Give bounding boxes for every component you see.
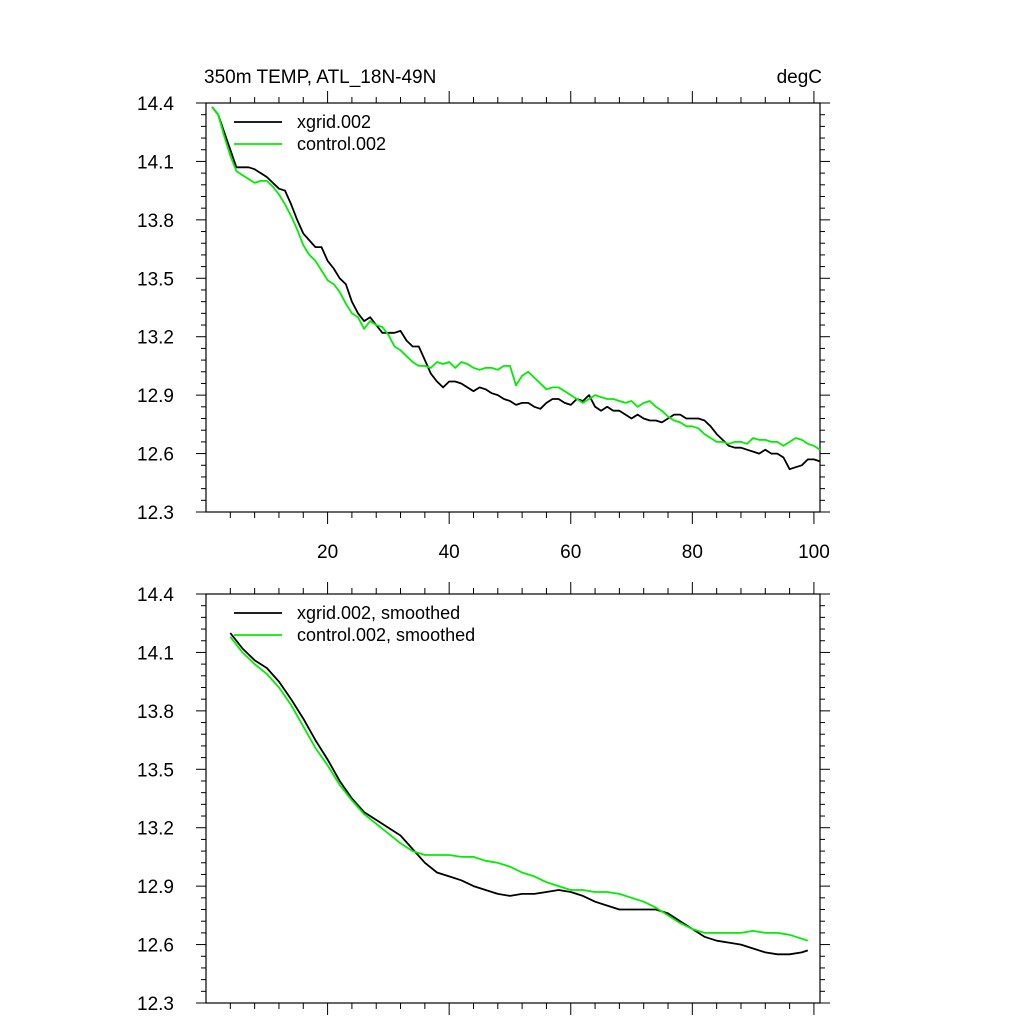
y-tick-label: 14.4 xyxy=(137,585,174,606)
x-tick-label: 100 xyxy=(798,542,830,563)
y-tick-label: 13.5 xyxy=(137,269,174,290)
y-tick-label: 12.3 xyxy=(137,503,174,524)
x-tick-label: 40 xyxy=(439,542,460,563)
plot-frame xyxy=(205,593,821,1004)
y-tick-label: 14.1 xyxy=(137,643,174,664)
legend-label-2: control.002, smoothed xyxy=(297,625,475,645)
y-tick-label: 12.6 xyxy=(137,936,174,957)
legend-label-1: xgrid.002, smoothed xyxy=(297,603,460,623)
y-tick-label: 13.2 xyxy=(137,819,174,840)
y-tick-label: 12.9 xyxy=(137,386,174,407)
y-tick-label: 13.8 xyxy=(137,211,174,232)
x-tick-label: 60 xyxy=(560,542,581,563)
chart-units: degC xyxy=(777,67,822,88)
y-tick-label: 12.3 xyxy=(137,994,174,1015)
series-line-2 xyxy=(211,106,821,451)
chart-title: 350m TEMP, ATL_18N-49N xyxy=(204,67,436,88)
legend-label-1: xgrid.002 xyxy=(297,112,371,132)
y-tick-label: 13.2 xyxy=(137,328,174,349)
legend-label-2: control.002 xyxy=(297,134,386,154)
plot-panel-1: 12.3 12.6 12.9 13.2 13.5 13.8 14.1 14.4 20 40 60 80… xyxy=(137,67,830,563)
y-tick-label: 13.5 xyxy=(137,760,174,781)
x-tick-label: 80 xyxy=(682,542,703,563)
y-tick-label: 12.9 xyxy=(137,877,174,898)
series-line-1 xyxy=(211,106,821,471)
y-tick-label: 14.1 xyxy=(137,152,174,173)
y-tick-label: 12.6 xyxy=(137,445,174,466)
plot-frame xyxy=(205,102,821,513)
plot-panel-2: 12.3 12.6 12.9 13.2 13.5 13.8 14.1 14.4 xgrid.00… xyxy=(137,582,830,1015)
x-tick-label: 20 xyxy=(317,542,338,563)
y-tick-label: 14.4 xyxy=(137,94,174,115)
series-line-2 xyxy=(229,636,809,942)
y-tick-label: 13.8 xyxy=(137,702,174,723)
series-line-1 xyxy=(229,632,809,956)
